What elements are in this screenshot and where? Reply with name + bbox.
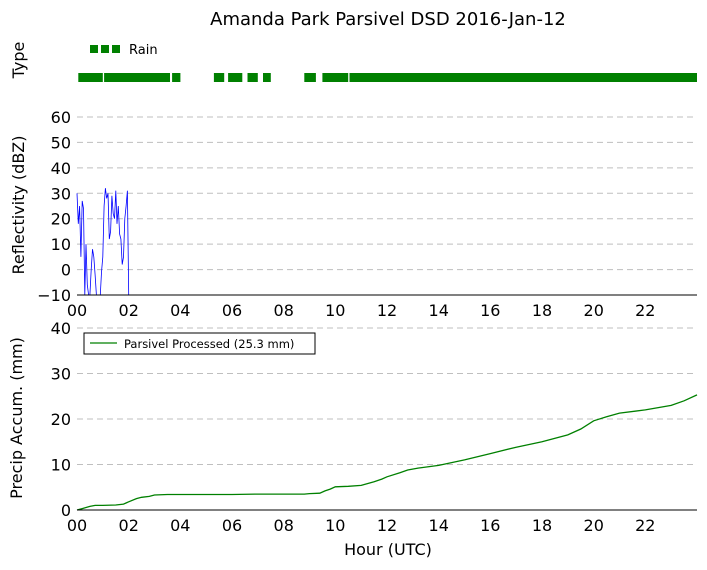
- y-tick-label: 30: [51, 365, 71, 384]
- x-tick-label: 10: [325, 301, 345, 320]
- x-tick-label: 04: [170, 301, 190, 320]
- x-tick-label: 12: [377, 301, 397, 320]
- type-legend-label: Rain: [129, 43, 158, 58]
- type-legend-swatch: [101, 45, 109, 53]
- rain-segment: [304, 73, 316, 82]
- accum-line: [76, 394, 698, 511]
- x-tick-label: 06: [222, 516, 242, 535]
- accum-legend: Parsivel Processed (25.3 mm): [83, 332, 316, 355]
- x-tick-label: 16: [480, 301, 500, 320]
- rain-segment: [322, 73, 349, 82]
- accum-legend-label: Parsivel Processed (25.3 mm): [124, 337, 294, 351]
- y-tick-label: 60: [51, 108, 71, 127]
- reflectivity-yticks: −10 0 10 20 30 40 50 60: [37, 108, 71, 305]
- figure-title: Amanda Park Parsivel DSD 2016-Jan-12: [210, 9, 566, 30]
- type-panel: Type Rain: [9, 42, 697, 82]
- type-legend-swatch: [90, 45, 98, 53]
- y-tick-label: 10: [51, 456, 71, 475]
- y-tick-label: 0: [61, 501, 71, 520]
- rain-segment: [213, 73, 225, 82]
- reflectivity-grid: [77, 116, 697, 271]
- x-tick-label: 00: [67, 301, 87, 320]
- y-tick-label: 10: [51, 235, 71, 254]
- x-tick-label: 12: [377, 516, 397, 535]
- y-tick-label: 30: [51, 184, 71, 203]
- accum-grid: [77, 327, 697, 465]
- accum-yticks: 0 10 20 30 40: [51, 319, 71, 520]
- accum-xlabel: Hour (UTC): [344, 540, 432, 559]
- x-tick-label: 04: [170, 516, 190, 535]
- x-tick-label: 20: [584, 516, 604, 535]
- accum-legend-box: [83, 332, 316, 355]
- x-tick-label: 16: [480, 516, 500, 535]
- x-tick-label: 02: [119, 301, 139, 320]
- reflectivity-ylabel: Reflectivity (dBZ): [9, 136, 28, 275]
- x-tick-label: 08: [274, 301, 294, 320]
- x-tick-label: 14: [429, 301, 449, 320]
- type-legend: Rain: [90, 43, 158, 58]
- rain-segment: [172, 73, 181, 82]
- accum-ylabel: Precip Accum. (mm): [7, 337, 26, 499]
- x-tick-label: 06: [222, 301, 242, 320]
- y-tick-label: 20: [51, 410, 71, 429]
- rain-segment: [247, 73, 258, 82]
- x-tick-labels: 00 00 02 02 04 04 06 06 08 08 10 10 12 12 14 14 16 16 18 18…: [67, 301, 656, 535]
- y-tick-label: 50: [51, 133, 71, 152]
- x-tick-label: 22: [635, 516, 655, 535]
- x-tick-label: 00: [67, 516, 87, 535]
- reflectivity-line: [76, 188, 690, 296]
- rain-segment: [349, 73, 697, 82]
- reflectivity-panel: −10 0 10 20 30 40 50 60 Reflectivity (dBZ): [9, 108, 697, 305]
- x-tick-label: 02: [119, 516, 139, 535]
- y-tick-label: −10: [37, 286, 71, 305]
- x-tick-label: 22: [635, 301, 655, 320]
- rain-segment: [78, 73, 103, 82]
- x-tick-label: 14: [429, 516, 449, 535]
- y-tick-label: 20: [51, 210, 71, 229]
- x-tick-label: 18: [532, 516, 552, 535]
- x-tick-label: 20: [584, 301, 604, 320]
- y-tick-label: 40: [51, 319, 71, 338]
- rain-segment: [263, 73, 271, 82]
- x-tick-label: 18: [532, 301, 552, 320]
- x-tick-label: 10: [325, 516, 345, 535]
- x-tick-label: 08: [274, 516, 294, 535]
- y-tick-label: 0: [61, 261, 71, 280]
- type-ylabel: Type: [9, 42, 28, 80]
- y-tick-label: 40: [51, 159, 71, 178]
- type-legend-swatch: [112, 45, 120, 53]
- rain-segment: [104, 73, 170, 82]
- rain-segment: [228, 73, 243, 82]
- type-segments: [78, 73, 697, 82]
